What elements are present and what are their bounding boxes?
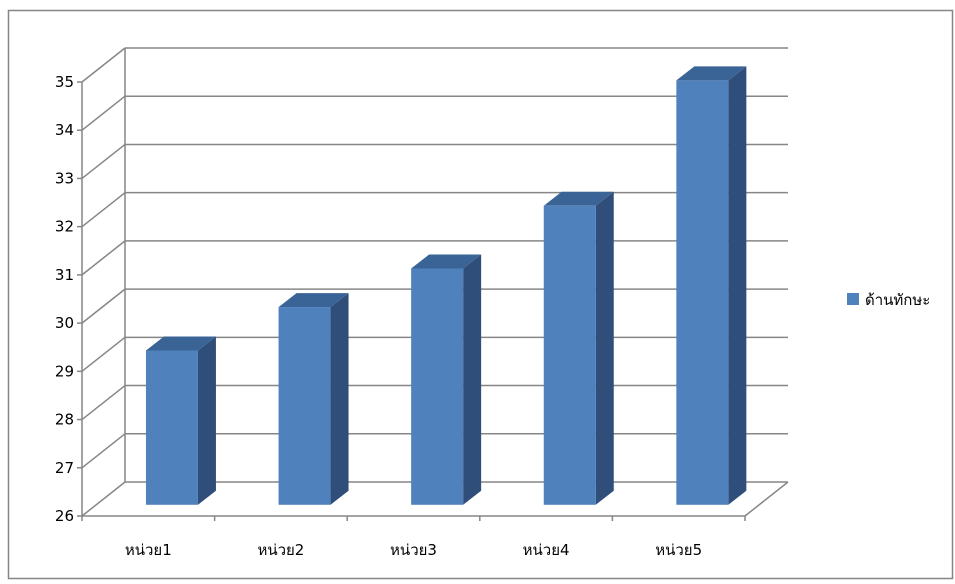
- legend: ด้านทักษะ: [847, 291, 930, 309]
- bar-side: [728, 66, 747, 505]
- gridline-diagonal: [81, 288, 126, 324]
- y-tick-label: 27: [55, 459, 74, 477]
- bar-top: [145, 336, 216, 351]
- gridline-diagonal: [81, 240, 126, 276]
- y-tick-label: 32: [55, 218, 74, 236]
- x-category-label: หน่วย4: [523, 541, 570, 559]
- plot-walls: [124, 48, 789, 517]
- x-category-label: หน่วย3: [390, 541, 437, 559]
- y-tick-label: 28: [55, 411, 74, 429]
- gridline-diagonal: [81, 192, 126, 228]
- legend-label-series-1: ด้านทักษะ: [865, 291, 930, 309]
- gridline-diagonal: [81, 143, 126, 180]
- bar-front: [145, 350, 198, 505]
- bar-side: [330, 293, 349, 505]
- gridline-diagonal: [81, 95, 126, 131]
- gridline-diagonal: [81, 47, 126, 83]
- bar-2: [278, 293, 349, 505]
- bar-top: [676, 66, 747, 81]
- x-category-label: หน่วย5: [655, 541, 702, 559]
- axes: [81, 82, 746, 521]
- bar-top: [543, 191, 614, 206]
- bar-front: [411, 268, 464, 505]
- bar-3: [411, 254, 482, 505]
- bar-5: [676, 66, 747, 505]
- bar-1: [145, 336, 216, 505]
- bar-front: [676, 80, 729, 505]
- y-tick-label: 26: [55, 507, 74, 525]
- bar-front: [278, 307, 331, 505]
- bar-4: [543, 191, 614, 505]
- gridline-diagonal: [81, 384, 126, 421]
- y-tick-label: 29: [55, 362, 74, 380]
- bars: [145, 66, 747, 505]
- bar-front: [543, 205, 596, 505]
- y-tick-label: 30: [55, 314, 74, 332]
- bar-side: [197, 336, 216, 505]
- y-tick-label: 35: [55, 73, 74, 91]
- category-labels: หน่วย1 หน่วย2 หน่วย3 หน่วย4 หน่วย5: [125, 541, 702, 559]
- x-category-label: หน่วย2: [257, 541, 304, 559]
- gridline-diagonal: [81, 481, 126, 517]
- legend-swatch: [847, 293, 859, 305]
- bar-top: [278, 293, 349, 308]
- x-category-label: หน่วย1: [125, 541, 172, 559]
- bar-top: [411, 254, 482, 269]
- y-tick-labels: 26 27 28 29 30 31 32 33 34 35: [55, 73, 74, 525]
- gridline-diagonal: [81, 336, 126, 372]
- bar-side: [463, 254, 482, 505]
- gridline-diagonal: [81, 433, 126, 469]
- y-tick-label: 34: [55, 121, 74, 139]
- bar-side: [595, 191, 614, 505]
- y-tick-label: 33: [55, 169, 74, 187]
- y-tick-label: 31: [55, 266, 74, 284]
